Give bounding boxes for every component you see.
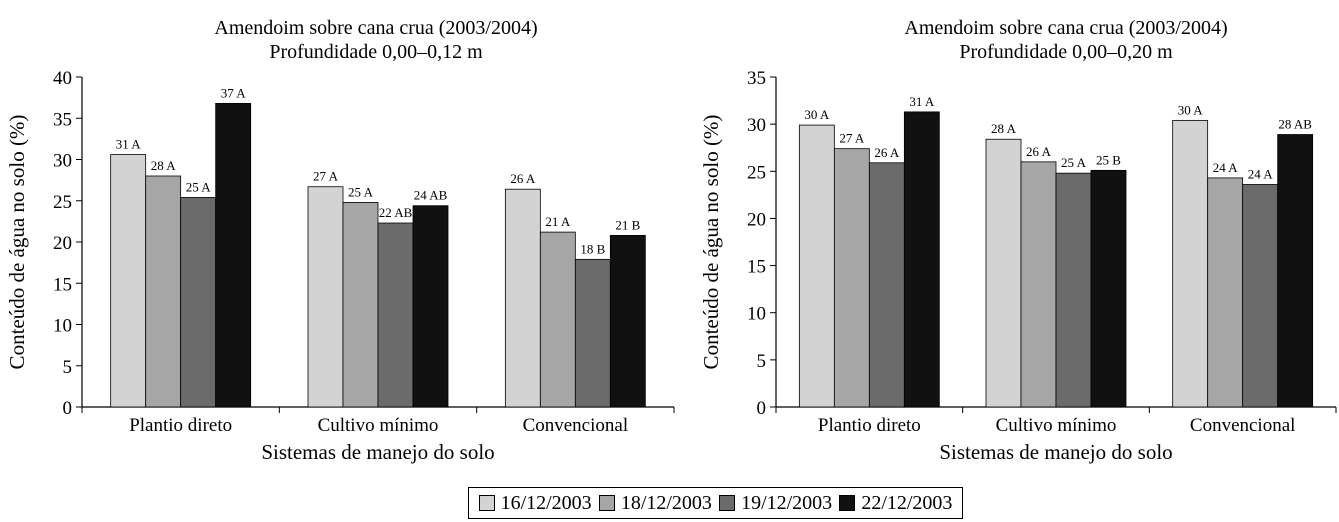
y-tick-label: 20 [747, 209, 766, 230]
y-tick-label: 10 [53, 316, 72, 337]
x-axis-label: Sistemas de manejo do solo [939, 440, 1172, 464]
x-axis-label: Sistemas de manejo do solo [261, 440, 494, 464]
legend-item: 16/12/2003 [478, 491, 592, 515]
bar-data-label: 30 A [804, 107, 830, 122]
legend-label: 22/12/2003 [861, 491, 953, 514]
y-tick-label: 30 [747, 115, 766, 136]
bar-data-label: 30 A [1178, 102, 1204, 117]
bar-data-label: 37 A [221, 85, 247, 100]
bar-data-label: 27 A [313, 169, 339, 184]
bar [868, 162, 905, 408]
bar [1020, 161, 1057, 408]
bar [180, 197, 217, 408]
y-tick-label: 10 [747, 304, 766, 325]
y-tick-label: 30 [53, 151, 72, 172]
bar-data-label: 28 A [991, 121, 1017, 136]
bar-data-label: 28 AB [1278, 117, 1312, 132]
chart-subtitle: Profundidade 0,00–0,20 m [959, 41, 1173, 63]
legend-item: 18/12/2003 [598, 491, 712, 515]
x-tick-label: Convencional [523, 415, 629, 436]
y-tick-label: 15 [53, 274, 72, 295]
bar-data-label: 25 A [1061, 155, 1087, 170]
legend-swatch [598, 495, 615, 511]
legend-swatch [719, 495, 736, 511]
x-tick-label: Cultivo mínimo [996, 415, 1117, 436]
bar-data-label: 22 AB [379, 205, 413, 220]
bar-data-label: 25 A [186, 179, 212, 194]
bar [1277, 134, 1314, 408]
legend-label: 18/12/2003 [620, 491, 712, 514]
chart-title: Amendoim sobre cana crua (2003/2004) [904, 17, 1227, 39]
bar-data-label: 21 A [545, 214, 571, 229]
chart-title: Amendoim sobre cana crua (2003/2004) [214, 17, 537, 39]
bar [903, 111, 940, 408]
x-tick-label: Cultivo mínimo [318, 415, 439, 436]
bar-data-label: 25 B [1096, 152, 1121, 167]
bar-data-label: 25 A [348, 184, 374, 199]
bar [1055, 172, 1092, 408]
bar [574, 258, 611, 408]
chart-right: Amendoim sobre cana crua (2003/2004) Prof… [690, 0, 1339, 470]
bar [539, 231, 576, 408]
y-tick-label: 35 [747, 68, 766, 89]
y-tick-label: 20 [53, 233, 72, 254]
y-tick-label: 40 [53, 68, 72, 89]
x-tick-label: Plantio direto [129, 415, 232, 436]
bar-data-label: 28 A [151, 158, 177, 173]
bar-data-label: 26 A [510, 171, 536, 186]
bar [1207, 177, 1244, 408]
legend-swatch [839, 495, 856, 511]
bar [504, 188, 541, 408]
chart-left-svg: Amendoim sobre cana crua (2003/2004)Prof… [5, 17, 675, 464]
bar [1242, 184, 1279, 408]
chart-right-svg: Amendoim sobre cana crua (2003/2004)Prof… [699, 17, 1337, 464]
bar [110, 154, 147, 408]
bar [307, 186, 344, 408]
legend-item: 22/12/2003 [839, 492, 952, 515]
chart-subtitle: Profundidade 0,00–0,12 m [269, 41, 483, 63]
y-tick-label: 25 [747, 162, 766, 183]
legend-swatch [478, 495, 495, 511]
x-tick-label: Convencional [1190, 415, 1296, 436]
bar [833, 148, 870, 408]
bar [412, 205, 449, 408]
bar [1172, 119, 1209, 408]
bar-data-label: 24 A [1248, 166, 1274, 181]
legend: 16/12/2003 18/12/2003 19/12/2003 22/12/2… [468, 487, 963, 519]
legend-item: 19/12/2003 [719, 492, 832, 515]
y-tick-label: 5 [757, 351, 767, 372]
bar-data-label: 24 AB [414, 188, 448, 203]
bar [377, 222, 414, 408]
bar [985, 138, 1022, 408]
y-tick-label: 0 [63, 398, 73, 419]
y-tick-label: 15 [747, 257, 766, 278]
y-tick-label: 25 [53, 192, 72, 213]
bar [145, 175, 182, 408]
bar-data-label: 18 B [580, 241, 605, 256]
bar [1090, 169, 1127, 408]
y-axis-label: Conteúdo de água no solo (%) [5, 115, 29, 370]
bar-data-label: 26 A [1026, 144, 1052, 159]
bar-data-label: 21 B [615, 217, 640, 232]
bar-data-label: 24 A [1213, 160, 1239, 175]
bar-data-label: 31 A [909, 94, 935, 109]
bar [342, 201, 379, 408]
x-tick-label: Plantio direto [818, 415, 921, 436]
bar-data-label: 27 A [839, 131, 865, 146]
bar [609, 234, 646, 408]
y-tick-label: 35 [53, 109, 72, 130]
bar [798, 124, 835, 408]
y-tick-label: 5 [63, 357, 73, 378]
bar [215, 103, 252, 408]
legend-label: 19/12/2003 [741, 491, 833, 514]
chart-left: Amendoim sobre cana crua (2003/2004) Prof… [0, 0, 680, 470]
legend-label: 16/12/2003 [500, 491, 592, 514]
y-axis-label: Conteúdo de água no solo (%) [699, 115, 723, 370]
bar-data-label: 26 A [874, 145, 900, 160]
y-tick-label: 0 [757, 398, 767, 419]
bar-data-label: 31 A [116, 137, 142, 152]
